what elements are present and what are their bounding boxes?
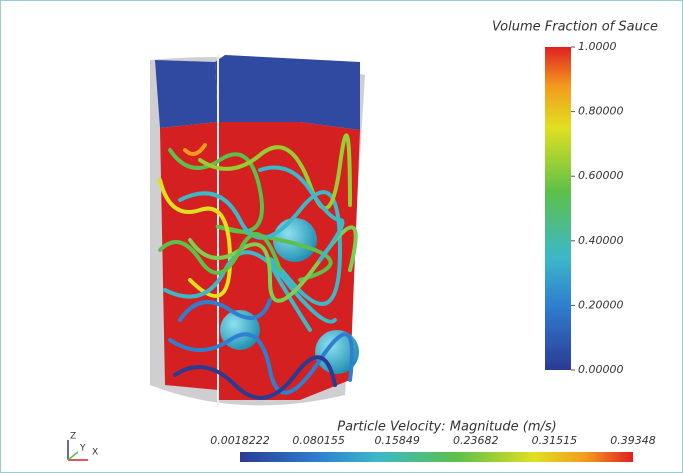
- tick-label: 0.40000: [578, 234, 624, 247]
- axis-label: Z: [70, 432, 76, 442]
- tick-label: 0.00000: [578, 363, 624, 376]
- tick-label: 0.39348: [610, 434, 656, 447]
- tick-label: 1.0000: [578, 40, 617, 53]
- colorbar-title: Volume Fraction of Sauce: [492, 20, 658, 35]
- tick-label: 0.60000: [578, 169, 624, 182]
- velocity-colorbar: Particle Velocity: Magnitude (m/s): [240, 420, 633, 462]
- axis-label: Y: [79, 444, 86, 454]
- volume-colorbar: Volume Fraction of Sauce: [492, 20, 658, 370]
- colorbar: [240, 452, 633, 462]
- colorbar-title: Particle Velocity: Magnitude (m/s): [337, 420, 556, 435]
- axes-triad: Z Y X: [67, 432, 98, 461]
- tick-label: 0.23682: [453, 434, 499, 447]
- simulation-render: [150, 55, 365, 406]
- colorbar: [545, 47, 571, 370]
- tick-label: 0.15849: [374, 434, 420, 447]
- tick-label: 0.080155: [292, 434, 345, 447]
- axis-label: X: [92, 448, 98, 458]
- tick-label: 0.0018222: [210, 434, 270, 447]
- tick-label: 0.80000: [578, 105, 624, 118]
- tick-label: 0.31515: [532, 434, 578, 447]
- tick-label: 0.20000: [578, 298, 624, 311]
